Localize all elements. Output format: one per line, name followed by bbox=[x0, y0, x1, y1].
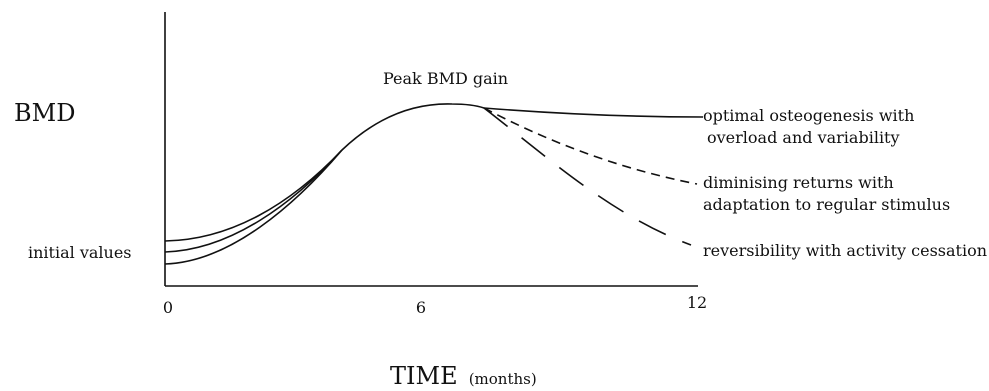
x-axis-label: TIME (months) bbox=[390, 362, 537, 390]
x-axis-label-main: TIME bbox=[390, 362, 458, 390]
outcome-label-diminishing-line2: adaptation to regular stimulus bbox=[703, 195, 950, 214]
x-tick-label-6: 6 bbox=[416, 298, 426, 317]
x-axis-label-unit: (months) bbox=[469, 370, 537, 388]
rise-curve-lower bbox=[164, 149, 343, 265]
x-tick-label-12: 12 bbox=[687, 293, 707, 312]
outcome-label-diminishing: diminising returns with adaptation to re… bbox=[703, 173, 950, 214]
outcome-line-solid bbox=[483, 107, 704, 118]
peak-label: Peak BMD gain bbox=[383, 69, 508, 88]
outcome-label-reversibility: reversibility with activity cessation bbox=[703, 241, 987, 260]
outcome-label-optimal: optimal osteogenesis with overload and v… bbox=[703, 106, 919, 147]
outcome-label-optimal-line1: optimal osteogenesis with bbox=[703, 106, 914, 125]
rise-curve-upper bbox=[164, 149, 343, 242]
y-axis-label: BMD bbox=[14, 99, 75, 127]
outcome-line-short-dash bbox=[483, 107, 698, 185]
outcome-label-optimal-line2: overload and variability bbox=[707, 128, 900, 147]
x-tick-label-0: 0 bbox=[163, 298, 173, 317]
outcome-label-diminishing-line1: diminising returns with bbox=[703, 173, 894, 192]
rise-curve-middle bbox=[164, 149, 343, 253]
outcome-line-long-dash bbox=[483, 107, 692, 246]
initial-values-label: initial values bbox=[28, 243, 132, 262]
peak-curve bbox=[341, 103, 485, 151]
